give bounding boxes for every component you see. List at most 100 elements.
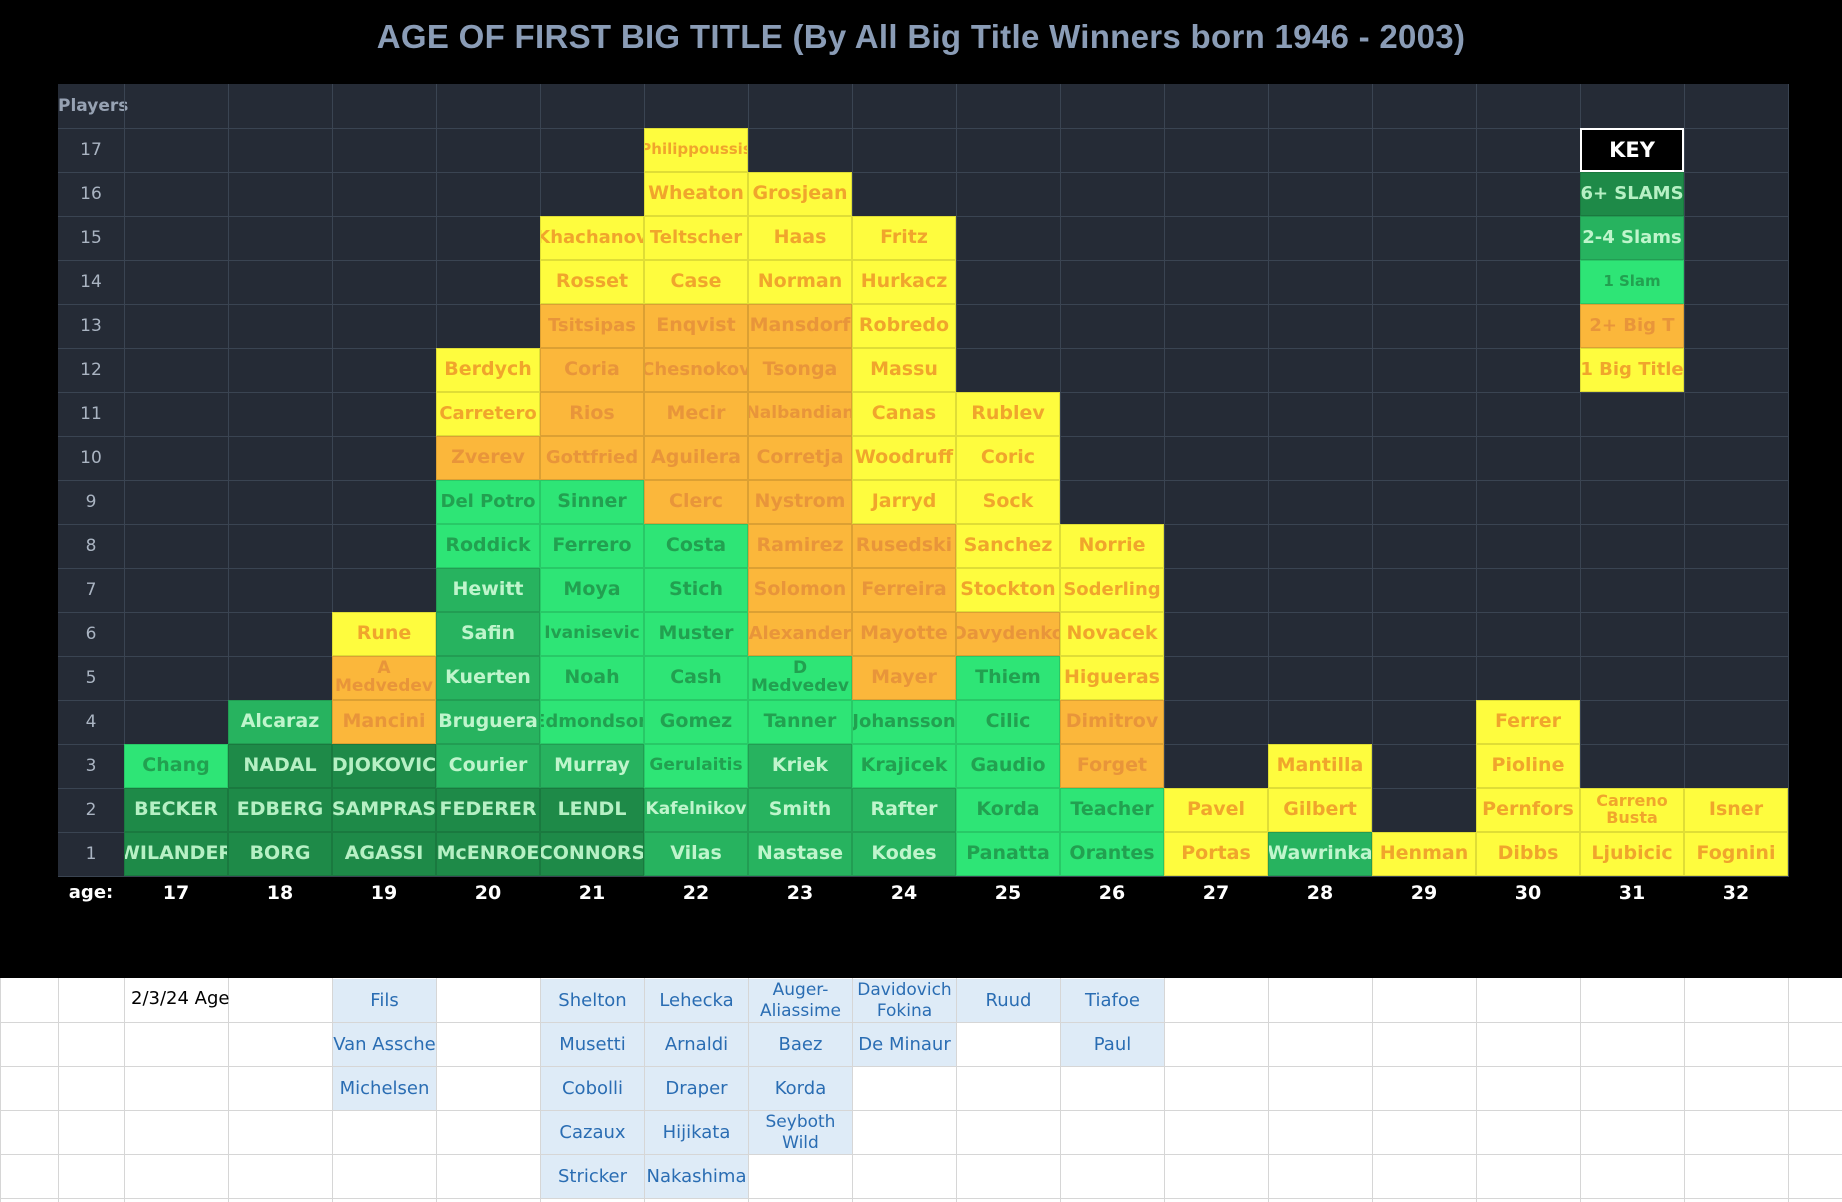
player-cell: Edmondson xyxy=(540,700,644,744)
player-cell: Moya xyxy=(540,568,644,612)
player-cell: D Medvedev xyxy=(748,656,852,700)
player-cell: Robredo xyxy=(852,304,956,348)
player-cell: Thiem xyxy=(956,656,1060,700)
player-cell: Alexander xyxy=(748,612,852,656)
player-cell: McENROE xyxy=(436,832,540,876)
player-cell: Ljubicic xyxy=(1580,832,1684,876)
table-line-horizontal xyxy=(0,1198,1842,1199)
x-axis-label: age: xyxy=(68,882,114,903)
upcoming-player-cell: Lehecka xyxy=(645,979,748,1022)
row-label: 5 xyxy=(85,668,97,688)
player-cell: Alcaraz xyxy=(228,700,332,744)
upcoming-player-cell: Cobolli xyxy=(541,1067,644,1110)
player-cell: Tsitsipas xyxy=(540,304,644,348)
player-cell: Forget xyxy=(1060,744,1164,788)
key-item: 2+ Big T xyxy=(1580,304,1684,348)
upcoming-player-cell: Arnaldi xyxy=(645,1023,748,1066)
player-cell: Hurkacz xyxy=(852,260,956,304)
age-label: 24 xyxy=(890,882,918,904)
table-line-vertical xyxy=(956,978,957,1202)
date-age-label: 2/3/24 Age xyxy=(131,988,230,1009)
table-line-horizontal xyxy=(0,1154,1842,1155)
age-label: 32 xyxy=(1722,882,1750,904)
player-cell: Ramirez xyxy=(748,524,852,568)
player-cell: Safin xyxy=(436,612,540,656)
upcoming-player-cell: Michelsen xyxy=(333,1067,436,1110)
player-cell: Isner xyxy=(1684,788,1788,832)
age-label: 31 xyxy=(1618,882,1646,904)
player-cell: Philippoussis xyxy=(644,128,748,172)
key-item: 1 Big Title xyxy=(1580,348,1684,392)
upcoming-player-cell: Stricker xyxy=(541,1155,644,1198)
player-cell: Rosset xyxy=(540,260,644,304)
player-cell: Panatta xyxy=(956,832,1060,876)
player-cell: Sanchez xyxy=(956,524,1060,568)
player-cell: Kuerten xyxy=(436,656,540,700)
player-cell: Grosjean xyxy=(748,172,852,216)
player-cell: Murray xyxy=(540,744,644,788)
player-cell: Johansson xyxy=(852,700,956,744)
player-cell: Pavel xyxy=(1164,788,1268,832)
upcoming-player-cell: Cazaux xyxy=(541,1111,644,1154)
upcoming-player-cell: Nakashima xyxy=(645,1155,748,1198)
player-cell: Krajicek xyxy=(852,744,956,788)
row-label: 13 xyxy=(80,316,102,336)
table-line-vertical xyxy=(1580,978,1581,1202)
player-cell: Smith xyxy=(748,788,852,832)
player-cell: AGASSI xyxy=(332,832,436,876)
key-item: 2-4 Slams xyxy=(1580,216,1684,260)
table-line-vertical xyxy=(540,978,541,1202)
table-line-vertical xyxy=(852,978,853,1202)
table-line-horizontal xyxy=(0,1022,1842,1023)
upcoming-player-cell: Korda xyxy=(749,1067,852,1110)
player-cell: WILANDER xyxy=(124,832,228,876)
age-label: 21 xyxy=(578,882,606,904)
player-cell: Jarryd xyxy=(852,480,956,524)
table-line-vertical xyxy=(58,978,59,1202)
upcoming-player-cell: Van Assche xyxy=(333,1023,436,1066)
player-cell: Davydenko xyxy=(956,612,1060,656)
y-axis-label: Players xyxy=(58,96,129,116)
player-cell: Woodruff xyxy=(852,436,956,480)
player-cell: Stockton xyxy=(956,568,1060,612)
player-cell: Norman xyxy=(748,260,852,304)
player-cell: Clerc xyxy=(644,480,748,524)
player-cell: Stich xyxy=(644,568,748,612)
upcoming-player-cell: Hijikata xyxy=(645,1111,748,1154)
chart-title: AGE OF FIRST BIG TITLE (By All Big Title… xyxy=(376,18,1466,55)
row-label: 6 xyxy=(85,624,97,644)
table-line-vertical xyxy=(124,978,125,1202)
player-cell: Coria xyxy=(540,348,644,392)
age-label: 19 xyxy=(370,882,398,904)
player-cell: Henman xyxy=(1372,832,1476,876)
player-cell: Kafelnikov xyxy=(644,788,748,832)
player-cell: Dimitrov xyxy=(1060,700,1164,744)
player-cell: Coric xyxy=(956,436,1060,480)
age-label: 30 xyxy=(1514,882,1542,904)
player-cell: Mecir xyxy=(644,392,748,436)
upcoming-players-table: Fils Van Assche Michelsen Shelton Musetti Cob… xyxy=(0,978,1842,1202)
player-cell: Case xyxy=(644,260,748,304)
table-line-vertical xyxy=(332,978,333,1202)
row-label: 8 xyxy=(85,536,97,556)
age-label: 28 xyxy=(1306,882,1334,904)
upcoming-player-cell: De Minaur xyxy=(853,1023,956,1066)
player-cell: Costa xyxy=(644,524,748,568)
player-cell: EDBERG xyxy=(228,788,332,832)
upcoming-player-cell: Ruud xyxy=(957,979,1060,1022)
upcoming-player-cell: Tiafoe xyxy=(1061,979,1164,1022)
player-cell: DJOKOVIC xyxy=(332,744,436,788)
table-line-vertical xyxy=(228,978,229,1202)
player-cell: Rusedski xyxy=(852,524,956,568)
player-cell: Nalbandian xyxy=(748,392,852,436)
player-cell: SAMPRAS xyxy=(332,788,436,832)
player-cell: FEDERER xyxy=(436,788,540,832)
player-cell: Fritz xyxy=(852,216,956,260)
player-cell: NADAL xyxy=(228,744,332,788)
player-cell: Portas xyxy=(1164,832,1268,876)
player-cell: CONNORS xyxy=(540,832,644,876)
player-cell: Chang xyxy=(124,744,228,788)
player-cell: Teltscher xyxy=(644,216,748,260)
player-cell: Tanner xyxy=(748,700,852,744)
row-label: 3 xyxy=(85,756,97,776)
